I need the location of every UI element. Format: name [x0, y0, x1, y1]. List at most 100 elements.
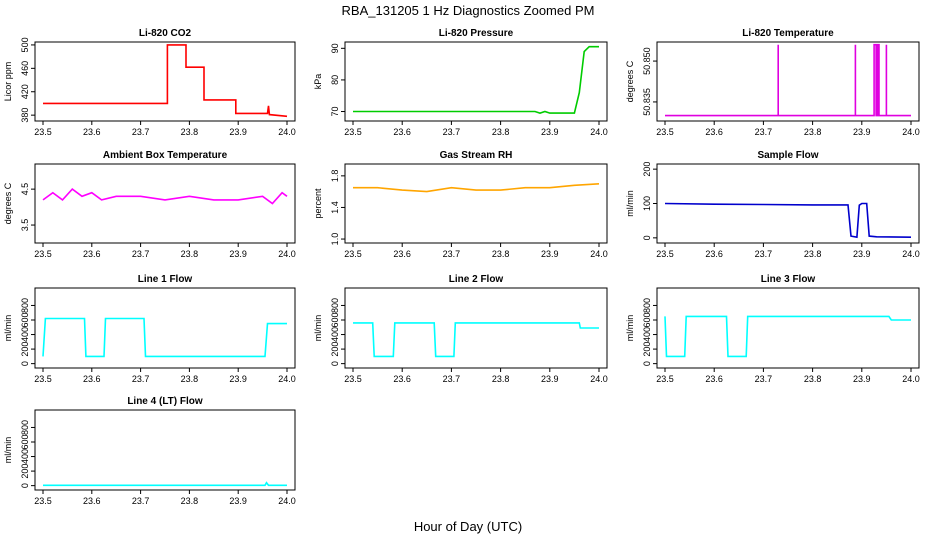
panel-title: Line 1 Flow [138, 274, 193, 285]
panel-title: Line 4 (LT) Flow [127, 396, 203, 407]
panel-title: Gas Stream RH [440, 150, 513, 161]
x-tick-label: 23.7 [755, 374, 773, 384]
y-tick-label: 400 [330, 327, 340, 342]
panel-title: Li-820 CO2 [139, 28, 192, 39]
chart-panel-8: Line 2 Flow 23.5 23.6 23.7 23.8 23.9 24.0 0 2004… [313, 274, 608, 384]
x-tick-label: 23.8 [181, 127, 199, 137]
y-tick-label: 200 [20, 342, 30, 357]
x-tick-label: 23.7 [755, 127, 773, 137]
x-tick-label: 23.9 [229, 249, 247, 259]
x-tick-label: 23.7 [132, 249, 150, 259]
x-tick-label: 23.5 [34, 374, 52, 384]
x-tick-label: 23.5 [344, 127, 362, 137]
x-tick-label: 23.9 [229, 374, 247, 384]
x-tick-label: 23.6 [705, 127, 723, 137]
x-tick-label: 23.9 [853, 374, 871, 384]
plot-frame [34, 163, 296, 244]
plot-frame [656, 41, 920, 122]
y-axis-label: ml/min [625, 315, 635, 342]
y-tick-label: 80 [330, 75, 340, 85]
x-tick-label: 23.8 [181, 249, 199, 259]
x-tick-label: 23.6 [393, 249, 411, 259]
x-tick-label: 23.5 [344, 249, 362, 259]
y-axis-label: degrees C [625, 60, 635, 102]
x-tick-label: 23.8 [492, 249, 510, 259]
y-tick-label: 800 [20, 298, 30, 313]
y-tick-label: 200 [642, 162, 652, 177]
x-tick-label: 23.6 [83, 374, 101, 384]
y-tick-label: 600 [20, 434, 30, 449]
x-tick-label: 23.5 [34, 249, 52, 259]
x-tick-label: 24.0 [902, 374, 920, 384]
y-tick-label: 600 [20, 312, 30, 327]
y-tick-label: 800 [330, 298, 340, 313]
panel-title: Ambient Box Temperature [103, 150, 228, 161]
x-tick-label: 23.5 [344, 374, 362, 384]
y-tick-label: 400 [642, 327, 652, 342]
y-tick-label: 460 [20, 61, 30, 76]
figure-x-axis-label: Hour of Day (UTC) [414, 519, 522, 534]
x-tick-label: 23.5 [34, 496, 52, 506]
x-tick-label: 23.6 [83, 127, 101, 137]
x-tick-label: 23.7 [132, 496, 150, 506]
series-line-1 [42, 317, 287, 358]
y-tick-label: 500 [20, 37, 30, 52]
x-tick-label: 23.8 [804, 127, 822, 137]
x-tick-label: 24.0 [278, 374, 296, 384]
chart-panel-6: Sample Flow 23.5 23.6 23.7 23.8 23.9 24.0 0 100 2… [625, 150, 920, 259]
chart-panel-10: Line 4 (LT) Flow 23.5 23.6 23.7 23.8 23.9 24.0… [3, 396, 296, 506]
y-tick-label: 1.8 [330, 170, 340, 183]
plot-frame [34, 409, 296, 491]
y-axis-label: degrees C [3, 182, 13, 224]
x-tick-label: 23.8 [181, 496, 199, 506]
x-tick-label: 23.6 [393, 374, 411, 384]
x-tick-label: 23.6 [393, 127, 411, 137]
y-tick-label: 0 [642, 235, 652, 240]
chart-panel-1: Li-820 CO2 23.5 23.6 23.7 23.8 23.9 24.0 380 420… [3, 28, 296, 137]
x-tick-label: 23.7 [443, 249, 461, 259]
series-line-1 [664, 202, 912, 239]
x-tick-label: 23.6 [705, 374, 723, 384]
plot-frame [34, 287, 296, 369]
y-tick-label: 420 [20, 84, 30, 99]
chart-panel-3: Li-820 Temperature 23.5 23.6 23.7 23.8 23.9 24… [625, 28, 920, 137]
series-line-1 [43, 44, 288, 118]
x-tick-label: 23.7 [132, 127, 150, 137]
y-tick-label: 200 [642, 342, 652, 357]
x-tick-label: 23.9 [853, 249, 871, 259]
chart-panel-9: Line 3 Flow 23.5 23.6 23.7 23.8 23.9 24.0 0 2004… [625, 274, 920, 384]
y-tick-label: 600 [330, 312, 340, 327]
x-tick-label: 23.9 [541, 374, 559, 384]
x-tick-label: 23.9 [853, 127, 871, 137]
panels: Li-820 CO2 23.5 23.6 23.7 23.8 23.9 24.0 380 420… [3, 28, 920, 506]
y-axis-label: kPa [313, 74, 323, 90]
x-tick-label: 23.8 [492, 127, 510, 137]
panel-title: Li-820 Pressure [439, 28, 514, 39]
x-tick-label: 23.8 [804, 249, 822, 259]
panel-title: Line 3 Flow [761, 274, 816, 285]
y-tick-label: 0 [20, 483, 30, 488]
panel-title: Sample Flow [757, 150, 818, 161]
y-axis-label: ml/min [313, 315, 323, 342]
x-tick-label: 24.0 [590, 374, 608, 384]
x-tick-label: 24.0 [590, 249, 608, 259]
y-tick-label: 800 [20, 420, 30, 435]
x-tick-label: 23.9 [541, 127, 559, 137]
x-tick-label: 23.9 [541, 249, 559, 259]
panel-title: Li-820 Temperature [742, 28, 834, 39]
y-tick-label: 400 [20, 327, 30, 342]
y-tick-label: 1.4 [330, 201, 340, 214]
x-tick-label: 23.5 [34, 127, 52, 137]
y-axis-label: percent [313, 188, 323, 219]
series-line-1 [665, 43, 911, 117]
chart-panel-7: Line 1 Flow 23.5 23.6 23.7 23.8 23.9 24.0 0 2004… [3, 274, 296, 384]
x-tick-label: 23.5 [656, 374, 674, 384]
x-tick-label: 23.9 [229, 127, 247, 137]
y-tick-label: 200 [20, 464, 30, 479]
plot-frame [656, 287, 920, 369]
y-tick-label: 50.850 [642, 47, 652, 75]
y-tick-label: 1.0 [330, 233, 340, 246]
x-tick-label: 23.7 [443, 374, 461, 384]
x-tick-label: 23.7 [755, 249, 773, 259]
